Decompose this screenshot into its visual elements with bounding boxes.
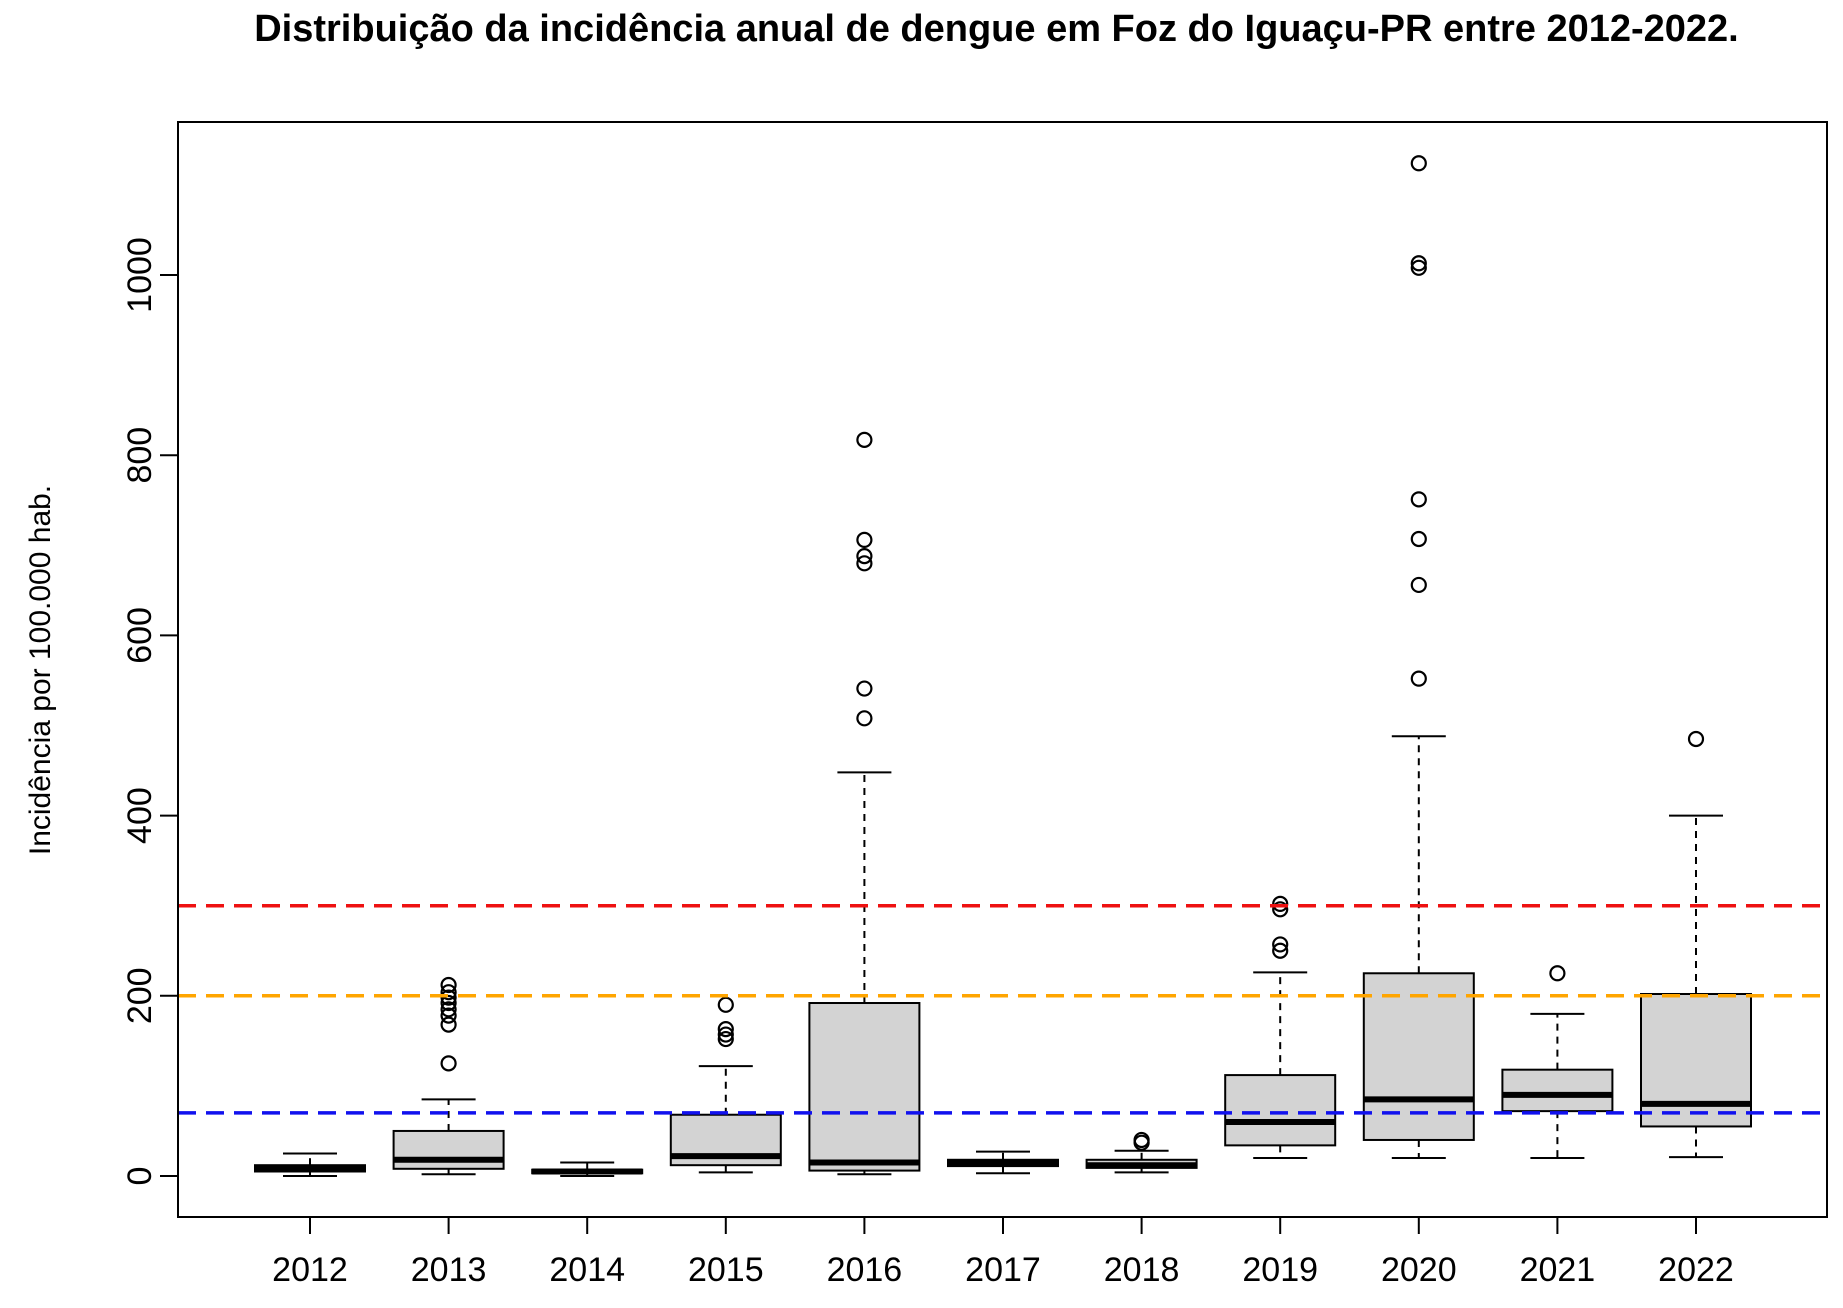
outlier-point-2016-4 [856,531,873,548]
outlier-point-2013-4 [440,994,457,1012]
y-tick-label-1000: 1000 [121,237,159,313]
outlier-point-2013-1 [440,1016,457,1033]
outlier-point-2013-2 [440,1007,457,1024]
box-2017 [947,1150,1059,1175]
outlier-point-2013-6 [440,984,457,1001]
outlier-point-2016-2 [856,555,873,572]
x-tick-label-2012: 2012 [272,1251,348,1289]
box-2020 [1362,155,1475,1159]
y-tick-label-600: 600 [121,607,159,664]
outlier-point-2015-2 [717,1021,734,1038]
outlier-point-2020-1 [1410,576,1427,594]
outlier-point-2015-0 [717,1030,734,1048]
x-tick-label-2020: 2020 [1381,1251,1457,1289]
outlier-point-2020-4 [1410,259,1427,276]
y-tick-label-400: 400 [121,787,159,844]
x-tick-label-2017: 2017 [965,1251,1041,1289]
outlier-point-2018-1 [1133,1131,1150,1149]
y-tick-label-0: 0 [121,1167,159,1186]
x-tick-label-2014: 2014 [549,1251,625,1289]
x-tick-label-2022: 2022 [1658,1251,1734,1289]
box-2014 [531,1161,644,1177]
box-2015 [669,996,782,1174]
outlier-point-2015-3 [717,996,734,1013]
outlier-point-2019-1 [1272,936,1289,953]
outlier-point-2013-3 [440,1001,457,1018]
iqr-box-2013 [392,1129,505,1170]
plot-frame [177,121,1828,1218]
box-2016 [808,431,921,1176]
iqr-box-2019 [1224,1074,1337,1147]
outlier-point-2020-5 [1410,255,1427,272]
iqr-box-2020 [1362,972,1475,1141]
iqr-box-2021 [1501,1068,1614,1113]
outlier-point-2020-3 [1410,491,1427,508]
box-2022 [1640,730,1752,1159]
outlier-point-2016-1 [856,680,873,697]
outlier-point-2013-5 [440,989,457,1006]
x-tick-label-2015: 2015 [688,1251,764,1289]
x-tick-label-2013: 2013 [411,1251,487,1289]
outlier-point-2020-0 [1410,670,1427,687]
x-tick-label-2019: 2019 [1242,1251,1318,1289]
outlier-point-2021-0 [1549,965,1566,982]
iqr-box-2016 [808,1002,921,1172]
box-2019 [1224,895,1337,1159]
outlier-point-2013-0 [440,1055,457,1072]
outlier-point-2019-2 [1272,901,1289,918]
y-tick-label-800: 800 [121,427,159,484]
y-tick-label-200: 200 [121,967,159,1024]
y-axis-title: Incidência por 100.000 hab. [24,485,57,855]
outlier-point-2013-7 [440,976,457,994]
outlier-point-2016-5 [856,431,873,448]
x-tick-label-2018: 2018 [1104,1251,1180,1289]
outlier-point-2016-3 [856,548,873,565]
outlier-point-2019-0 [1272,942,1289,959]
box-2013 [392,976,505,1176]
x-tick-label-2016: 2016 [827,1251,903,1289]
chart-title: Distribuição da incidência anual de deng… [254,8,1739,50]
box-2021 [1501,965,1614,1159]
x-tick-label-2021: 2021 [1520,1251,1596,1289]
outlier-point-2019-3 [1272,895,1289,912]
outlier-point-2015-1 [717,1026,734,1043]
outlier-point-2022-0 [1687,730,1705,748]
outlier-point-2016-0 [856,710,873,727]
box-2012 [254,1152,366,1177]
boxes-layer [178,155,1827,1177]
box-2018 [1085,1131,1198,1174]
axes: 0 200 400 600 800 1000 2012 2013 2014 2015 2016 201… [121,237,1734,1289]
outlier-point-2020-2 [1410,530,1427,548]
outlier-point-2020-6 [1410,155,1427,172]
